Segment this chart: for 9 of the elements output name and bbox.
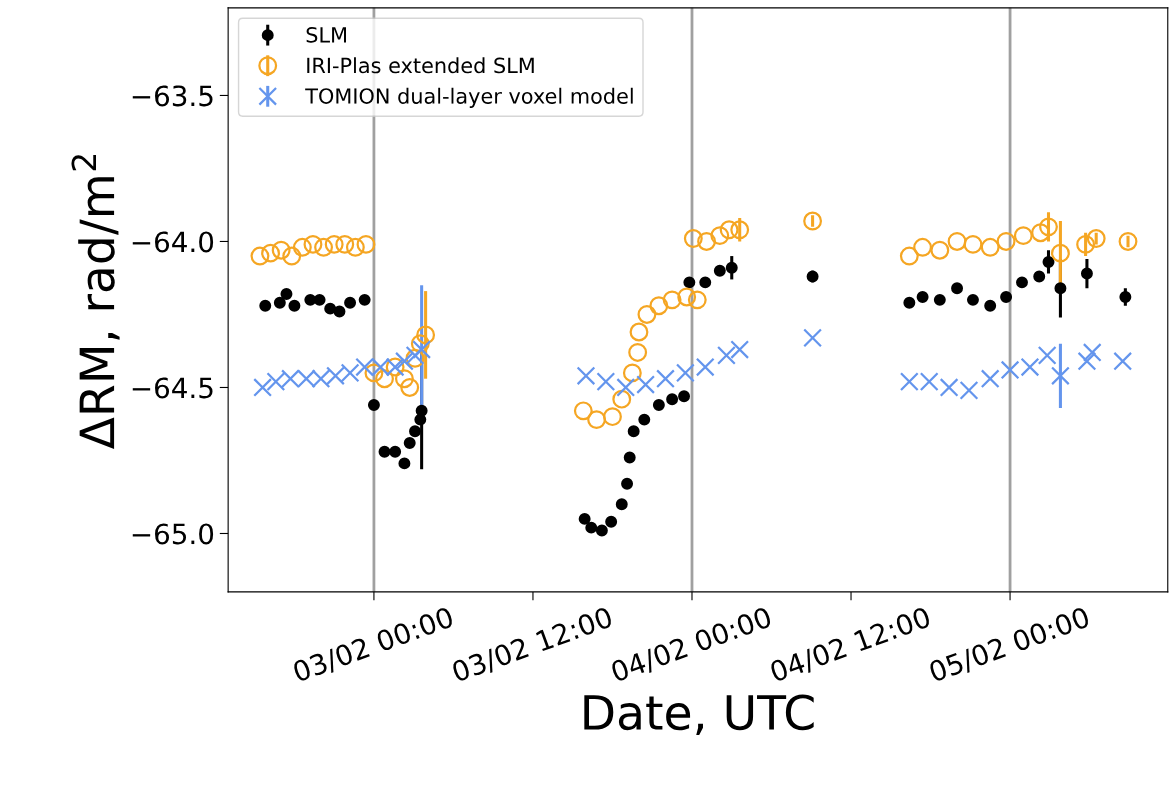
legend-label: IRI-Plas extended SLM: [307, 57, 534, 74]
y-tick-label: −65.0: [132, 523, 214, 545]
y-tick-label: −64.5: [132, 377, 213, 399]
y-tick-label: −63.5: [132, 85, 213, 107]
x-axis-title: Date, UTC: [584, 694, 814, 736]
legend-label: SLM: [306, 26, 346, 43]
y-tick-label: −64.0: [132, 231, 214, 253]
legend-label: TOMION dual-layer voxel model: [305, 87, 633, 108]
y-axis-title: ΔRM, rad/m$^{2}$: [71, 155, 120, 449]
